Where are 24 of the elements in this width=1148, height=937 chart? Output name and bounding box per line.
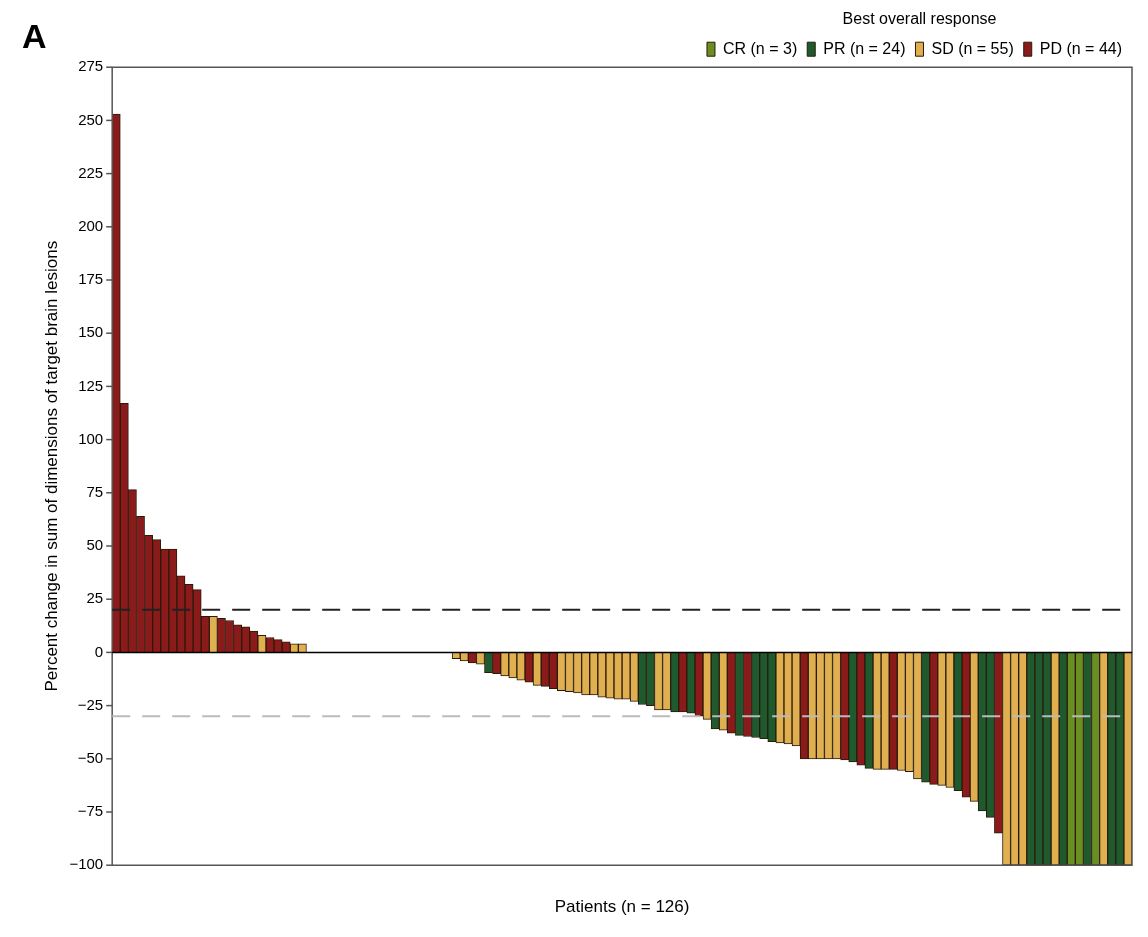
text: A	[22, 17, 47, 56]
legend-label: PR (n = 24)	[823, 39, 906, 57]
legend-label: SD (n = 55)	[931, 39, 1014, 57]
legend-title: Best overall response	[842, 10, 997, 28]
y-tick-label: 50	[86, 536, 104, 554]
y-tick-label: 100	[78, 429, 104, 447]
y-tick-label: 0	[94, 642, 104, 660]
y-tick-label: 250	[78, 110, 104, 128]
legend-label: PD (n = 44)	[1039, 39, 1123, 57]
y-tick-label: 200	[78, 216, 104, 234]
y-tick-label: −100	[69, 855, 104, 873]
y-tick-label: 75	[86, 482, 104, 500]
y-tick-label: 150	[78, 323, 104, 341]
y-tick-label: 225	[78, 163, 104, 181]
y-tick-label: 25	[86, 589, 104, 607]
y-tick-label: 125	[78, 376, 104, 394]
legend-label: CR (n = 3)	[722, 39, 798, 57]
y-tick-label: −25	[77, 695, 104, 713]
x-axis-title: Patients (n = 126)	[554, 897, 690, 917]
y-tick-label: −75	[77, 802, 104, 820]
y-tick-label: 275	[78, 57, 104, 75]
y-tick-label: −50	[77, 748, 104, 766]
y-axis-title: Percent change in sum of dimensions of target brain lesions	[41, 240, 61, 692]
y-tick-label: 175	[78, 270, 104, 288]
